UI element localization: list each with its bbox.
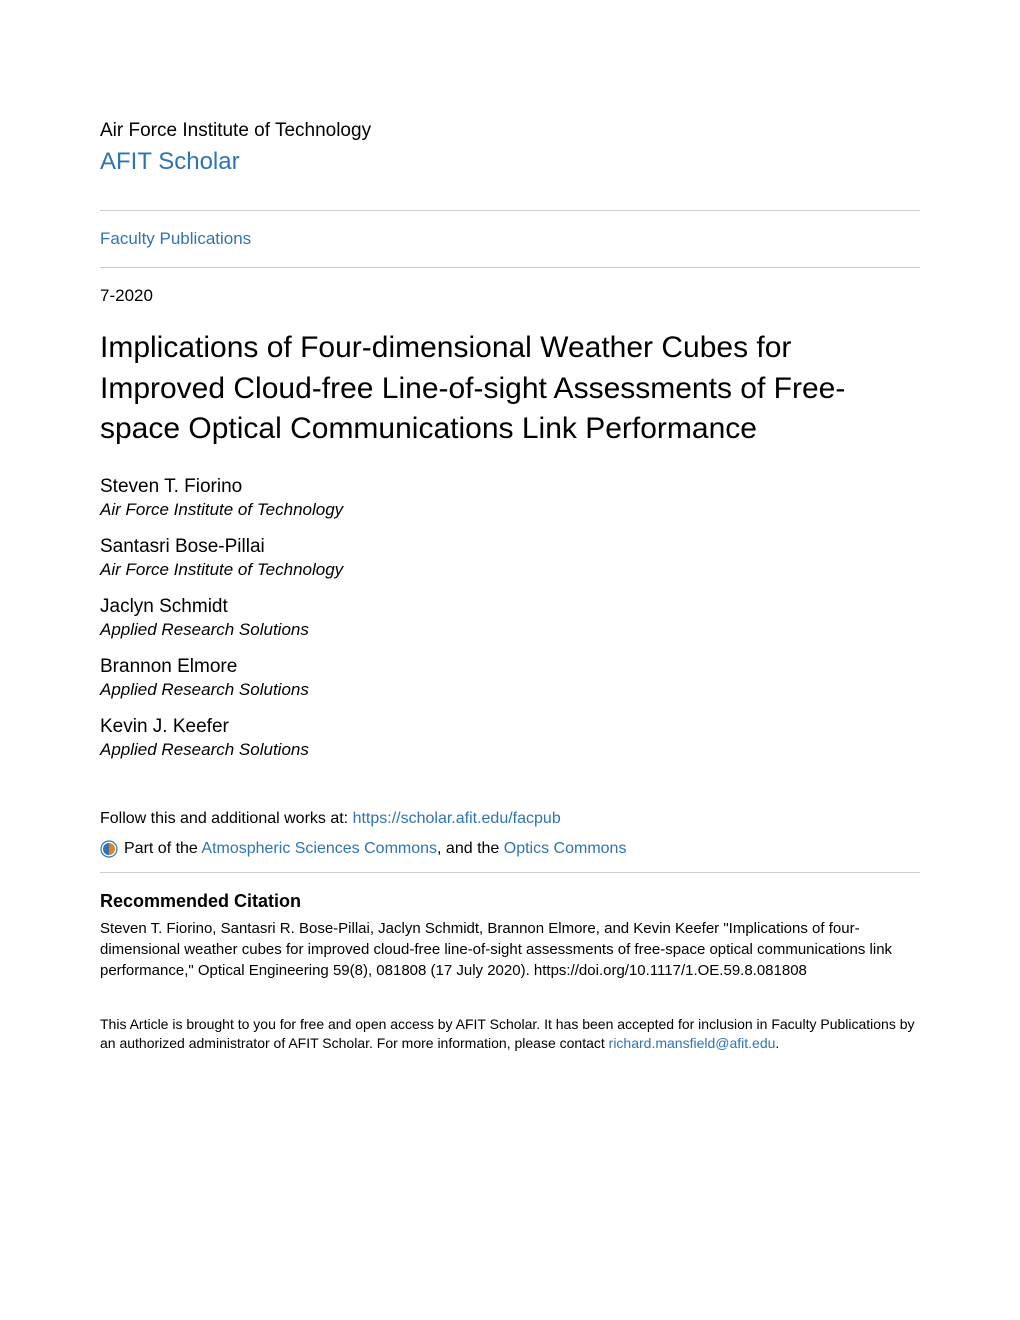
author-name: Brannon Elmore bbox=[100, 656, 920, 678]
author-affiliation: Applied Research Solutions bbox=[100, 680, 920, 700]
author-block: Jaclyn Schmidt Applied Research Solution… bbox=[100, 596, 920, 640]
author-name: Santasri Bose-Pillai bbox=[100, 536, 920, 558]
open-access-statement: This Article is brought to you for free … bbox=[100, 1015, 920, 1054]
access-prefix: This Article is brought to you for free … bbox=[100, 1016, 915, 1052]
commons-link-atmospheric[interactable]: Atmospheric Sciences Commons bbox=[201, 840, 437, 857]
divider-top bbox=[100, 210, 920, 211]
author-name: Kevin J. Keefer bbox=[100, 716, 920, 738]
contact-email-link[interactable]: richard.mansfield@afit.edu bbox=[609, 1035, 776, 1051]
faculty-publications-link[interactable]: Faculty Publications bbox=[100, 225, 251, 253]
author-name: Steven T. Fiorino bbox=[100, 476, 920, 498]
commons-link-optics[interactable]: Optics Commons bbox=[504, 840, 627, 857]
divider-citation bbox=[100, 872, 920, 873]
part-of-connector: , and the bbox=[437, 840, 504, 857]
author-affiliation: Air Force Institute of Technology bbox=[100, 500, 920, 520]
follow-works-text: Follow this and additional works at: htt… bbox=[100, 810, 920, 828]
author-block: Santasri Bose-Pillai Air Force Institute… bbox=[100, 536, 920, 580]
divider-bottom bbox=[100, 267, 920, 268]
recommended-citation-heading: Recommended Citation bbox=[100, 891, 920, 912]
part-of-text: Part of the Atmospheric Sciences Commons… bbox=[124, 840, 626, 858]
access-suffix: . bbox=[775, 1035, 779, 1051]
authors-list: Steven T. Fiorino Air Force Institute of… bbox=[100, 476, 920, 760]
repository-link[interactable]: AFIT Scholar bbox=[100, 148, 240, 176]
institution-name: Air Force Institute of Technology bbox=[100, 120, 920, 142]
author-block: Kevin J. Keefer Applied Research Solutio… bbox=[100, 716, 920, 760]
part-of-prefix: Part of the bbox=[124, 840, 201, 857]
author-affiliation: Applied Research Solutions bbox=[100, 740, 920, 760]
follow-prefix: Follow this and additional works at: bbox=[100, 810, 353, 827]
follow-works-link[interactable]: https://scholar.afit.edu/facpub bbox=[353, 810, 561, 827]
part-of-row: Part of the Atmospheric Sciences Commons… bbox=[100, 840, 920, 858]
author-name: Jaclyn Schmidt bbox=[100, 596, 920, 618]
publication-date: 7-2020 bbox=[100, 286, 920, 306]
author-affiliation: Applied Research Solutions bbox=[100, 620, 920, 640]
author-block: Steven T. Fiorino Air Force Institute of… bbox=[100, 476, 920, 520]
commons-icon bbox=[100, 840, 118, 858]
citation-text: Steven T. Fiorino, Santasri R. Bose-Pill… bbox=[100, 918, 920, 981]
author-affiliation: Air Force Institute of Technology bbox=[100, 560, 920, 580]
author-block: Brannon Elmore Applied Research Solution… bbox=[100, 656, 920, 700]
article-title: Implications of Four-dimensional Weather… bbox=[100, 328, 920, 450]
